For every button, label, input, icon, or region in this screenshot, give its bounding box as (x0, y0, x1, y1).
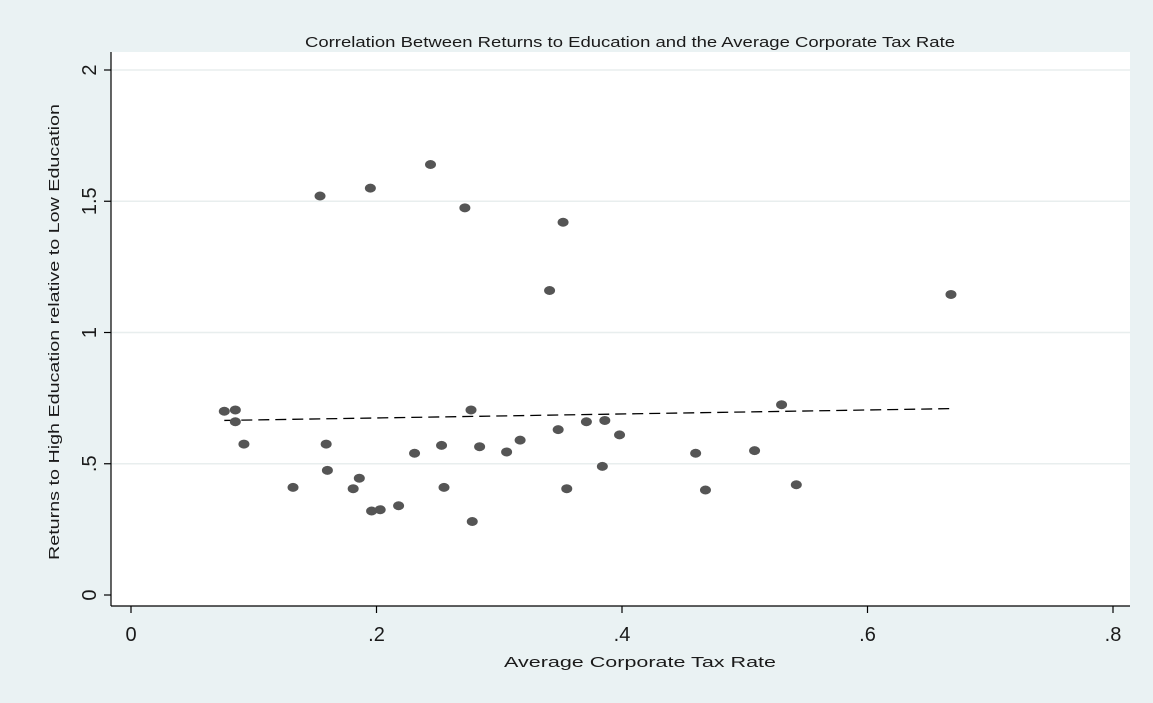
x-axis-label: Average Corporate Tax Rate (504, 654, 776, 671)
data-point (459, 203, 471, 213)
x-tick-label: 0 (125, 624, 136, 646)
data-point (393, 501, 405, 511)
data-point (690, 448, 702, 458)
grid-lines (111, 69, 1130, 465)
x-tick-label: .2 (368, 624, 385, 646)
x-tick-label: .8 (1105, 624, 1122, 646)
data-point (366, 506, 378, 516)
data-point (364, 183, 376, 193)
data-point (321, 465, 333, 475)
data-point (501, 447, 513, 457)
y-tick-label: .5 (79, 455, 101, 472)
data-point (425, 160, 437, 169)
data-point (436, 440, 448, 450)
x-tick-label: .4 (614, 624, 631, 646)
data-point (374, 505, 386, 515)
data-point (465, 405, 477, 415)
y-tick-label: 1.5 (79, 187, 101, 215)
chart-title: Correlation Between Returns to Education… (305, 34, 955, 51)
data-point (749, 446, 761, 456)
y-tick-label: 1 (79, 327, 101, 338)
data-point (287, 482, 299, 492)
data-point (945, 289, 957, 299)
data-point (699, 485, 711, 495)
data-point (561, 484, 573, 494)
data-point (320, 439, 332, 449)
data-point (438, 482, 450, 492)
data-point (409, 448, 421, 458)
data-point (466, 517, 478, 526)
data-point (599, 415, 611, 425)
data-point (229, 405, 241, 415)
scatter-points (218, 160, 957, 526)
x-tick-label: .6 (859, 624, 876, 646)
data-point (229, 417, 241, 427)
axes: 0 .5 1 1.5 2 0 .2 .4 .6 .8 (79, 52, 1130, 646)
data-point (790, 480, 802, 490)
data-point (580, 417, 592, 427)
fit-line (224, 407, 951, 422)
y-tick-label: 2 (79, 64, 101, 75)
data-point (353, 473, 365, 483)
data-point (776, 400, 788, 410)
data-point (596, 461, 608, 471)
y-axis-label: Returns to High Education relative to Lo… (46, 104, 63, 560)
fit-line-layer (224, 407, 951, 422)
data-point (544, 286, 556, 295)
data-point (514, 435, 526, 445)
data-point (347, 484, 359, 494)
y-tick-label: 0 (79, 589, 101, 600)
data-point (218, 406, 230, 416)
data-point (314, 191, 326, 201)
data-point (474, 442, 486, 452)
data-point (552, 425, 564, 435)
data-point (557, 217, 569, 227)
data-point (614, 430, 626, 440)
plot-area (111, 52, 1130, 606)
data-point (238, 439, 250, 449)
